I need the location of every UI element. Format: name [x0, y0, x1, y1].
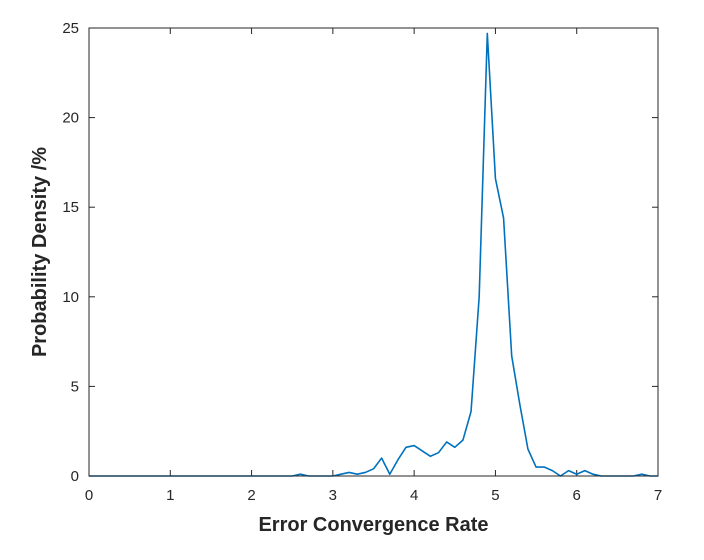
y-tick-label: 0 [71, 468, 79, 485]
tick-labels-layer: 0 1 2 3 4 5 6 7 0 5 10 15 20 25 [62, 20, 662, 504]
y-axis-label: Probability Density /% [29, 147, 51, 357]
x-tick-label: 5 [491, 487, 499, 504]
plot-area-background [89, 28, 658, 476]
x-tick-label: 3 [329, 487, 337, 504]
x-tick-label: 0 [85, 487, 93, 504]
x-tick-label: 6 [573, 487, 581, 504]
y-tick-label: 15 [62, 199, 79, 216]
y-tick-label: 20 [62, 110, 79, 127]
x-axis-label: Error Convergence Rate [258, 514, 488, 536]
x-tick-label: 2 [247, 487, 255, 504]
plot-frame [88, 27, 659, 477]
x-tick-label: 4 [410, 487, 418, 504]
y-tick-label: 5 [71, 378, 79, 395]
y-tick-label: 10 [62, 289, 79, 306]
x-tick-label: 1 [166, 487, 174, 504]
x-tick-label: 7 [654, 487, 662, 504]
y-tick-label: 25 [62, 20, 79, 37]
